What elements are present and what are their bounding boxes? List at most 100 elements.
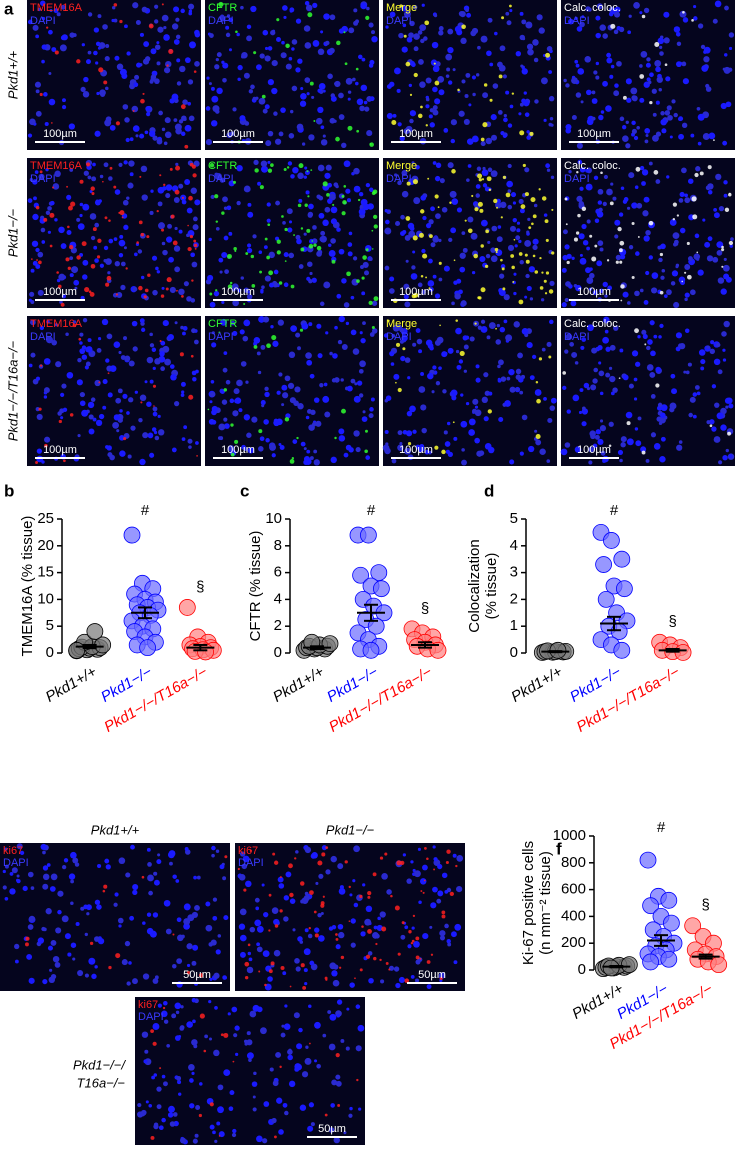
nucleus bbox=[715, 1, 722, 8]
signal bbox=[358, 199, 360, 201]
nucleus bbox=[187, 208, 193, 214]
nucleus bbox=[318, 353, 323, 358]
nucleus bbox=[410, 110, 416, 116]
nucleus bbox=[591, 348, 597, 354]
signal bbox=[519, 130, 524, 135]
signal bbox=[692, 214, 697, 219]
nucleus bbox=[304, 447, 307, 450]
nucleus bbox=[718, 369, 723, 374]
nucleus bbox=[500, 45, 506, 51]
nucleus bbox=[461, 79, 465, 83]
nucleus bbox=[562, 302, 567, 307]
nucleus bbox=[223, 368, 228, 373]
nucleus bbox=[351, 296, 355, 300]
nucleus bbox=[486, 50, 492, 56]
nucleus bbox=[728, 404, 733, 409]
panel-letter: c bbox=[240, 481, 249, 500]
nucleus bbox=[351, 918, 356, 923]
nucleus bbox=[181, 382, 186, 387]
signal bbox=[258, 429, 262, 433]
nucleus bbox=[295, 67, 300, 72]
nucleus bbox=[128, 160, 134, 166]
nucleus bbox=[508, 164, 512, 168]
nucleus bbox=[300, 1105, 306, 1111]
signal bbox=[300, 248, 304, 252]
nucleus bbox=[188, 445, 192, 449]
nucleus bbox=[660, 244, 666, 250]
signal bbox=[493, 199, 497, 203]
signal bbox=[325, 1114, 328, 1117]
nucleus bbox=[526, 231, 529, 234]
nucleus bbox=[361, 291, 365, 295]
channel-label: Calc. coloc. bbox=[564, 2, 621, 14]
nucleus bbox=[400, 935, 405, 940]
nucleus bbox=[115, 189, 121, 195]
nucleus bbox=[82, 43, 85, 46]
signal bbox=[159, 1067, 161, 1069]
nucleus bbox=[448, 80, 452, 84]
nucleus bbox=[447, 29, 453, 35]
nucleus bbox=[629, 245, 633, 249]
signal bbox=[122, 216, 124, 218]
nucleus bbox=[256, 64, 262, 70]
nucleus bbox=[211, 342, 216, 347]
signal bbox=[274, 1136, 277, 1139]
nucleus bbox=[158, 201, 163, 206]
nucleus bbox=[360, 338, 365, 343]
nucleus bbox=[71, 266, 78, 273]
signal bbox=[97, 255, 100, 258]
nucleus bbox=[650, 320, 655, 325]
nucleus bbox=[674, 26, 680, 32]
signal bbox=[539, 257, 541, 259]
nucleus bbox=[651, 432, 656, 437]
nucleus bbox=[41, 240, 45, 244]
nucleus bbox=[477, 46, 481, 50]
nucleus bbox=[491, 226, 497, 232]
nucleus bbox=[279, 883, 285, 889]
nucleus bbox=[174, 266, 180, 272]
nucleus bbox=[596, 260, 602, 266]
nucleus bbox=[45, 122, 49, 126]
nucleus bbox=[418, 59, 424, 65]
nucleus bbox=[334, 377, 340, 383]
nucleus bbox=[666, 289, 672, 295]
signal bbox=[272, 853, 275, 856]
scale-bar-label: 100µm bbox=[399, 286, 433, 298]
signal bbox=[140, 401, 142, 403]
signal bbox=[366, 248, 369, 251]
nucleus bbox=[684, 264, 690, 270]
nucleus bbox=[695, 166, 700, 171]
signal bbox=[292, 457, 294, 459]
signal bbox=[660, 291, 664, 295]
nucleus bbox=[61, 243, 67, 249]
signal bbox=[551, 209, 553, 211]
signal bbox=[280, 876, 282, 878]
nucleus bbox=[676, 264, 679, 267]
nucleus bbox=[614, 234, 618, 238]
nucleus bbox=[289, 352, 295, 358]
signal bbox=[404, 35, 407, 38]
signal bbox=[93, 227, 97, 231]
nucleus bbox=[320, 30, 323, 33]
signal bbox=[139, 221, 143, 225]
signal bbox=[221, 211, 224, 214]
nucleus bbox=[417, 339, 423, 345]
signal bbox=[545, 292, 547, 294]
nucleus bbox=[372, 932, 379, 939]
nucleus bbox=[262, 883, 265, 886]
x-tick-label: Pkd1+/+ bbox=[508, 663, 565, 706]
nucleus bbox=[41, 60, 45, 64]
nucleus bbox=[422, 216, 426, 220]
nucleus bbox=[96, 904, 102, 910]
nucleus bbox=[708, 236, 713, 241]
nucleus bbox=[329, 1044, 336, 1051]
nucleus bbox=[60, 44, 67, 51]
nucleus bbox=[142, 7, 148, 13]
nucleus bbox=[515, 244, 518, 247]
nucleus bbox=[588, 460, 592, 464]
nucleus bbox=[349, 893, 352, 896]
nucleus bbox=[593, 70, 597, 74]
signal bbox=[594, 245, 597, 248]
nucleus bbox=[722, 141, 727, 146]
nucleus bbox=[216, 227, 220, 231]
